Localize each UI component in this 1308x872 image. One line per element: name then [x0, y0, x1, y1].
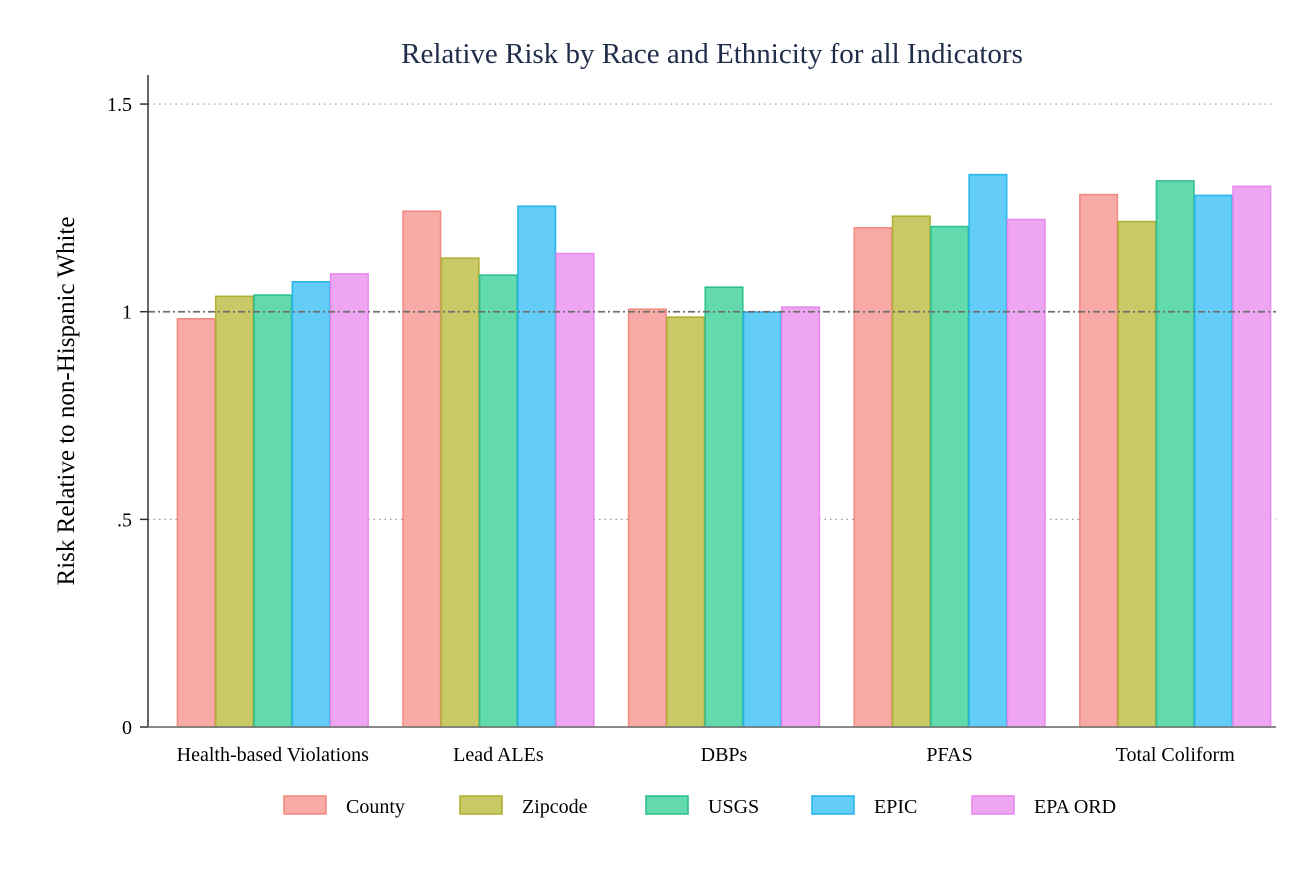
chart-title: Relative Risk by Race and Ethnicity for … — [401, 38, 1023, 70]
legend-swatch — [459, 795, 503, 815]
legend-swatch — [811, 795, 855, 815]
legend-label: EPA ORD — [1034, 796, 1116, 818]
bar-epic-4 — [1193, 194, 1234, 728]
legend-item: EPA ORD — [971, 795, 1116, 818]
legend-swatch — [283, 795, 327, 815]
x-tick-label: DBPs — [701, 744, 748, 766]
bar-epic-0 — [291, 281, 331, 728]
bar-epa-ord-1 — [555, 252, 595, 728]
bar-zipcode-1 — [440, 257, 480, 728]
bar-county-0 — [176, 317, 216, 728]
y-tick-labels: 0 .5 1 1.5 — [107, 94, 132, 739]
bar-epa-ord-3 — [1006, 218, 1046, 728]
bar-epa-ord-0 — [329, 273, 369, 728]
legend-item: USGS — [645, 795, 759, 818]
x-tick-label: Total Coliform — [1116, 744, 1236, 766]
bar-epic-2 — [742, 311, 782, 728]
bar-county-2 — [627, 308, 667, 728]
bar-zipcode-2 — [666, 316, 706, 728]
bar-epic-3 — [968, 173, 1008, 728]
legend-label: Zipcode — [522, 796, 588, 818]
y-tick-label: 1.5 — [107, 94, 132, 116]
legend-swatch — [645, 795, 689, 815]
bar-usgs-0 — [253, 294, 293, 728]
bar-zipcode-4 — [1117, 220, 1157, 728]
x-tick-label: PFAS — [926, 744, 972, 766]
legend-swatch — [971, 795, 1015, 815]
legend-item: EPIC — [811, 795, 917, 818]
x-tick-label: Health-based Violations — [177, 744, 369, 766]
bar-usgs-4 — [1155, 180, 1195, 728]
bar-epa-ord-4 — [1232, 185, 1272, 728]
bar-usgs-2 — [704, 286, 744, 728]
bar-epa-ord-2 — [781, 306, 821, 728]
legend-label: USGS — [708, 796, 759, 818]
legend: County Zipcode USGS EPIC EPA ORD — [283, 795, 1116, 818]
bar-county-1 — [402, 210, 442, 728]
bar-usgs-1 — [478, 274, 518, 728]
y-axis-label: Risk Relative to non-Hispanic White — [53, 217, 80, 586]
legend-label: EPIC — [874, 796, 917, 818]
bar-zipcode-3 — [891, 215, 931, 728]
bar-county-3 — [853, 227, 893, 728]
legend-item: Zipcode — [459, 795, 588, 818]
y-tick-label: .5 — [117, 509, 132, 531]
bar-usgs-3 — [930, 225, 970, 728]
legend-item: County — [283, 795, 405, 818]
bars — [176, 173, 1272, 728]
axes — [140, 75, 1276, 728]
bar-epic-1 — [517, 205, 557, 728]
y-tick-label: 1 — [122, 302, 132, 324]
legend-label: County — [346, 796, 405, 818]
y-tick-label: 0 — [122, 717, 132, 739]
bar-zipcode-0 — [214, 295, 255, 728]
x-category-labels: Health-based Violations Lead ALEs DBPs PFAS… — [177, 744, 1236, 766]
bar-county-4 — [1079, 193, 1119, 728]
x-tick-label: Lead ALEs — [453, 744, 544, 766]
